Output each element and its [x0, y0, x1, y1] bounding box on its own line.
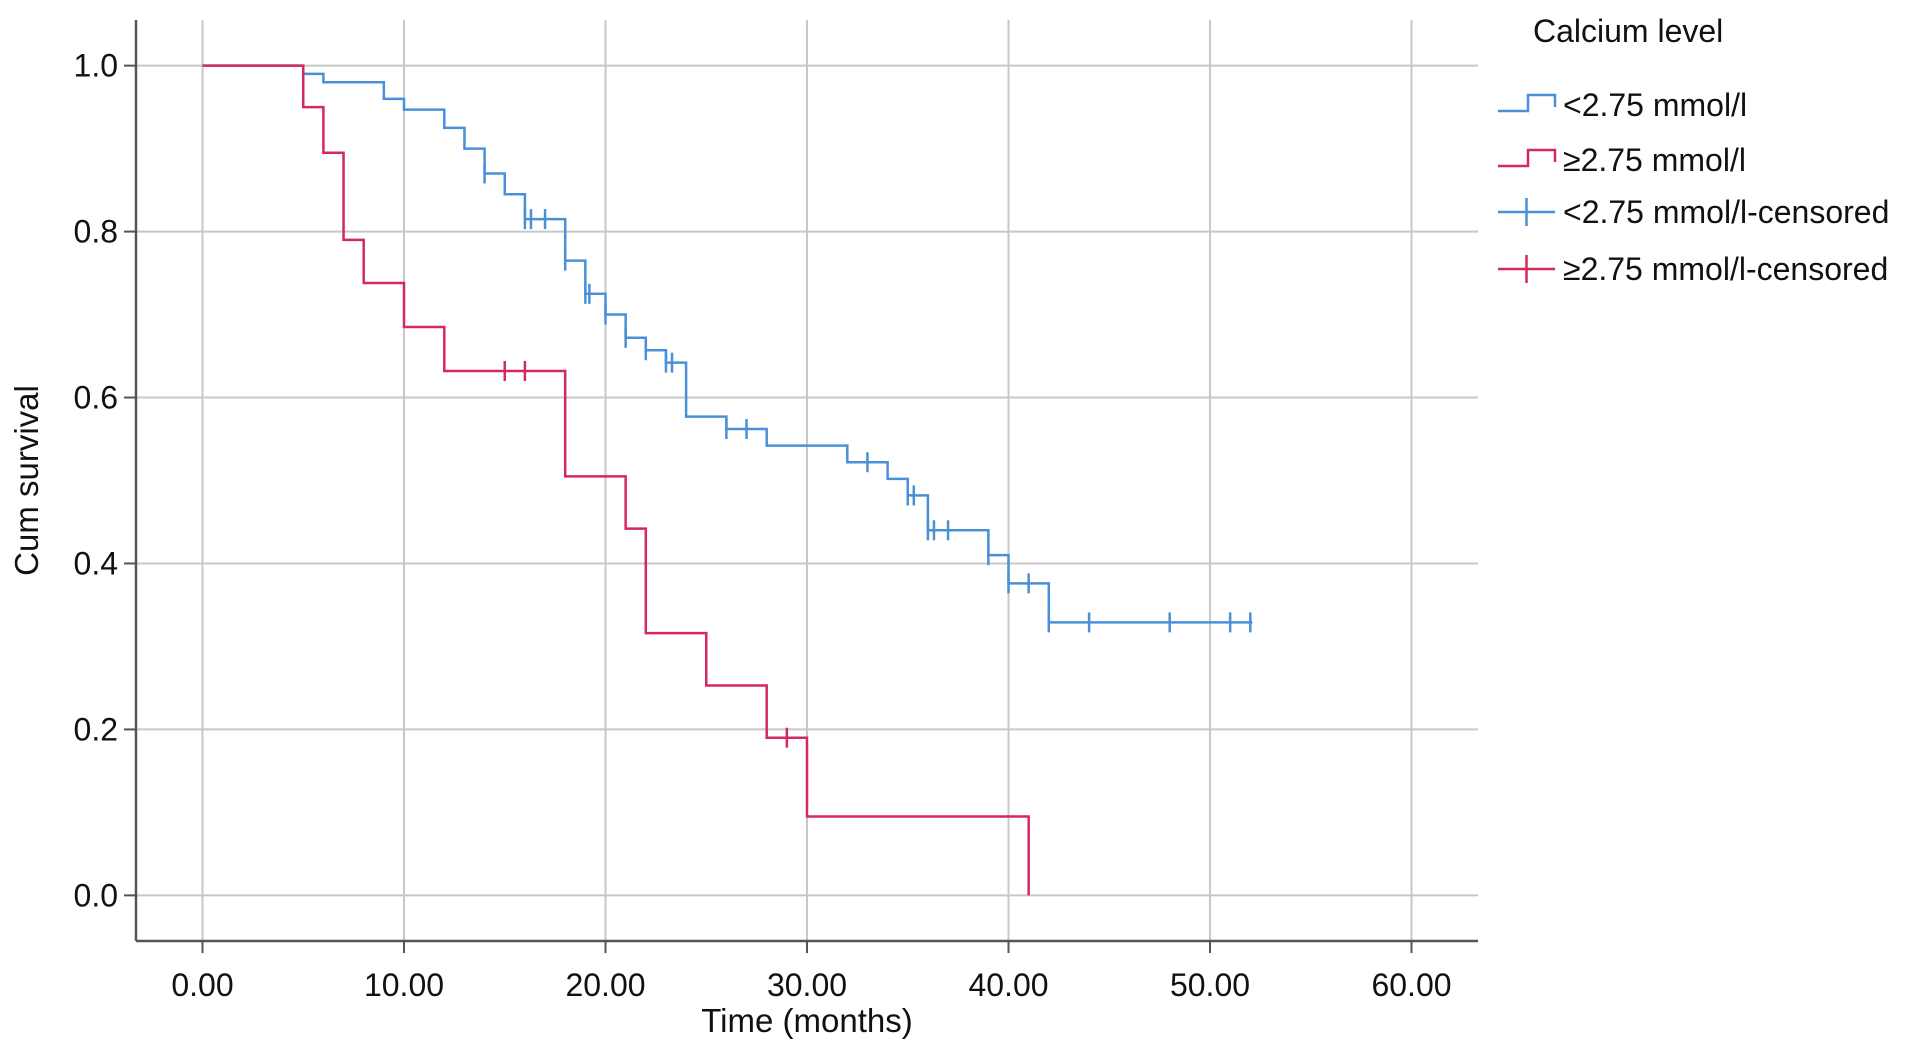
legend-entry-label: <2.75 mmol/l	[1563, 87, 1747, 123]
axes	[124, 20, 1478, 953]
survival-curve-low-calcium	[202, 64, 1253, 624]
grid-lines	[136, 20, 1478, 941]
legend-entry-label: <2.75 mmol/l-censored	[1563, 194, 1889, 230]
legend-entry-label: ≥2.75 mmol/l-censored	[1563, 251, 1888, 287]
legend-swatch-line	[1498, 93, 1557, 113]
legend-swatch-line	[1498, 148, 1557, 168]
y-tick-label: 0.4	[74, 545, 118, 581]
x-tick-label: 40.00	[968, 967, 1048, 1003]
x-tick-label: 30.00	[767, 967, 847, 1003]
survival-curve-high-calcium	[202, 64, 1030, 896]
x-tick-label: 10.00	[364, 967, 444, 1003]
y-tick-label: 0.8	[74, 214, 118, 250]
y-tick-label: 1.0	[74, 48, 118, 84]
x-axis-title: Time (months)	[701, 1002, 912, 1039]
x-tick-label: 0.00	[171, 967, 233, 1003]
y-tick-label: 0.6	[74, 380, 118, 416]
legend: Calcium level <2.75 mmol/l ≥2.75 mmol/l <2…	[1498, 13, 1889, 287]
survival-curves	[202, 64, 1253, 896]
y-axis-title: Cum survival	[8, 385, 45, 576]
legend-title: Calcium level	[1533, 13, 1723, 49]
y-tick-label: 0.2	[74, 711, 118, 747]
x-tick-label: 20.00	[565, 967, 645, 1003]
y-tick-label: 0.0	[74, 877, 118, 913]
tick-labels: 0.00 10.00 20.00 30.00 40.00 50.00 60.00 0.0 0.2…	[74, 48, 1452, 1003]
legend-entry-label: ≥2.75 mmol/l	[1563, 142, 1746, 178]
x-tick-label: 50.00	[1170, 967, 1250, 1003]
x-tick-label: 60.00	[1371, 967, 1451, 1003]
